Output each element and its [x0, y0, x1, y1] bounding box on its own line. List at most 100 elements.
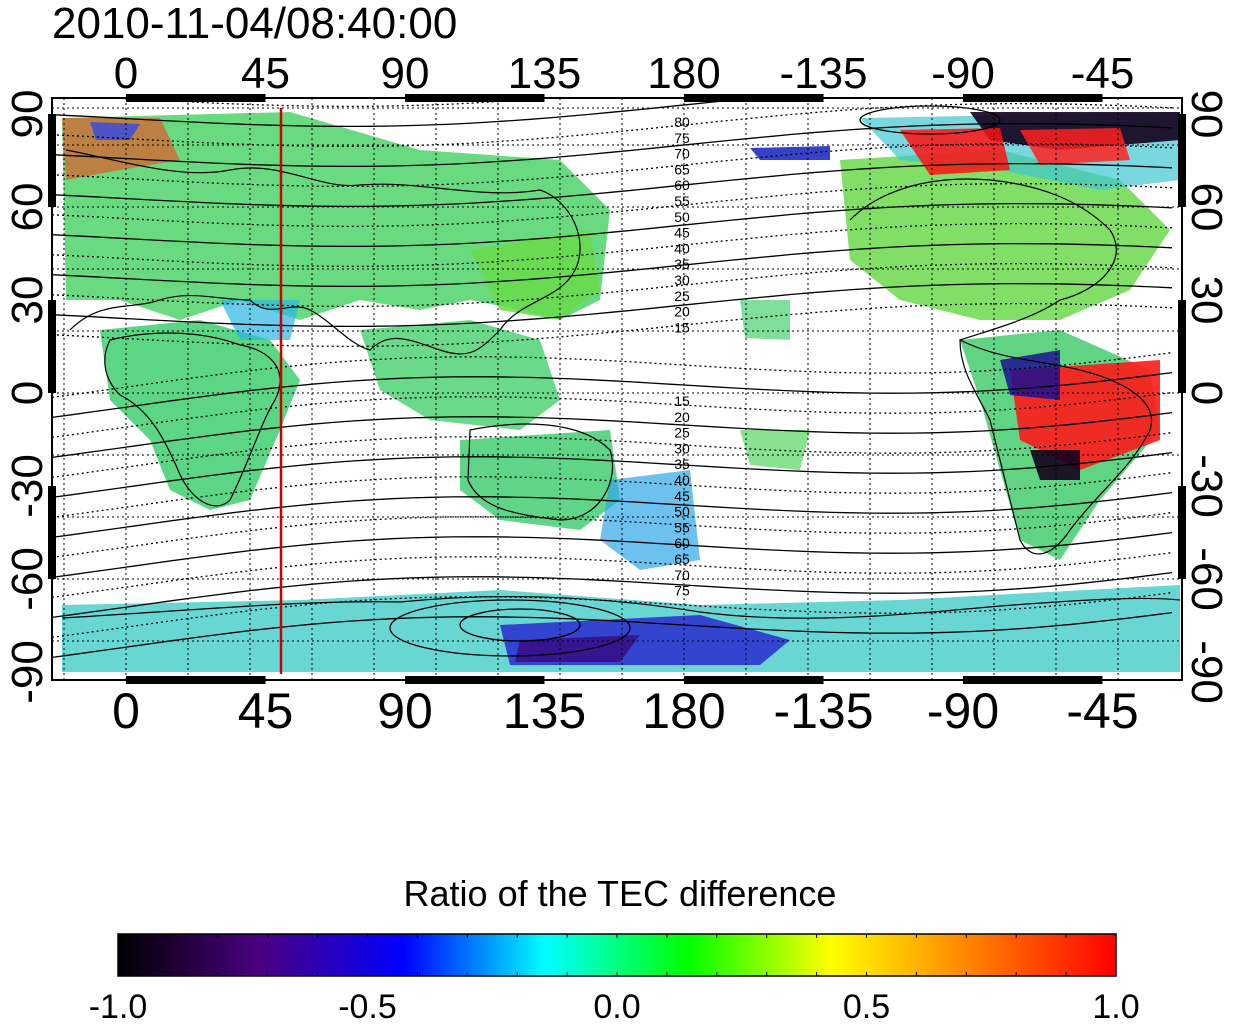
contour-line [52, 351, 1173, 399]
top-lon-label: -45 [1071, 49, 1135, 98]
contour-line [52, 531, 1173, 579]
bottom-lon-label: 90 [377, 683, 433, 739]
colorbar-tick-label: -0.5 [338, 988, 397, 1024]
contour-label: 15 [674, 319, 690, 335]
left-lat-label: 30 [3, 276, 52, 325]
frame-ticks [48, 94, 1186, 684]
frame-bar [405, 94, 545, 102]
coastlines [61, 149, 1181, 619]
right-lat-label: -90 [1182, 640, 1231, 704]
bottom-lon-label: 180 [642, 683, 725, 739]
contour-label: 75 [674, 130, 690, 146]
contour-line [52, 122, 1173, 168]
contour-ring [389, 599, 631, 657]
contour-line [52, 491, 1173, 539]
contour-line [52, 391, 1173, 439]
contour-label: 75 [674, 583, 690, 599]
top-lon-label: -135 [779, 49, 867, 98]
frame-bar [126, 94, 266, 102]
contour-label: 65 [674, 551, 690, 567]
contour-label: 50 [674, 504, 690, 520]
frame-bar [684, 94, 824, 102]
top-lon-label: 90 [381, 49, 430, 98]
bottom-lon-label: 45 [238, 683, 294, 739]
contour-line [52, 431, 1173, 479]
right-lat-label: 90 [1182, 90, 1231, 139]
frame-bar [1178, 300, 1186, 393]
bottom-lon-label: -45 [1066, 683, 1138, 739]
contour-label: 65 [674, 161, 690, 177]
grid-lines [52, 98, 1182, 680]
contour-label: 35 [674, 456, 690, 472]
top-lon-label: 180 [647, 49, 720, 98]
contour-label: 55 [674, 519, 690, 535]
colorbar-tick-label: -1.0 [89, 988, 148, 1024]
contour-line [52, 242, 1173, 288]
top-longitude-labels: 0 45 90 135 180 -135 -90 -45 [114, 49, 1135, 98]
right-lat-label: 30 [1182, 276, 1231, 325]
right-lat-label: -60 [1182, 547, 1231, 611]
colorbar-gradient [117, 933, 1117, 977]
contour-label: 55 [674, 193, 690, 209]
contour-line [52, 182, 1173, 228]
contour-label: 60 [674, 535, 690, 551]
frame-bar [48, 300, 56, 393]
contour-label: 45 [674, 488, 690, 504]
contour-label: 40 [674, 472, 690, 488]
contour-label: 20 [674, 304, 690, 320]
plot-title: 2010-11-04/08:40:00 [52, 0, 458, 48]
colorbar-tick-label: 1.0 [1092, 988, 1139, 1024]
contour-line [52, 611, 1173, 659]
contour-label: 35 [674, 256, 690, 272]
contour-line [52, 142, 1173, 188]
bottom-longitude-labels: 0 45 90 135 180 -135 -90 -45 [112, 683, 1139, 739]
right-lat-label: 60 [1182, 183, 1231, 232]
contour-line [52, 282, 1173, 328]
right-lat-label: -30 [1182, 454, 1231, 518]
left-latitude-labels: 90 60 30 0 -30 -60 -90 [3, 90, 52, 704]
left-lat-label: -60 [3, 547, 52, 611]
contour-label: 80 [674, 114, 690, 130]
contour-ring [859, 105, 1001, 135]
top-lon-label: 45 [241, 49, 290, 98]
contour-line [52, 302, 1173, 348]
frame-bar [963, 94, 1103, 102]
contour-label: 20 [674, 409, 690, 425]
frame-bar [126, 676, 266, 684]
frame-bar [48, 486, 56, 579]
contour-label: 60 [674, 177, 690, 193]
colorbar: -1.0 -0.5 0.0 0.5 1.0 [89, 933, 1140, 1024]
contour-ring [459, 608, 581, 642]
bottom-lon-label: -90 [927, 683, 999, 739]
contour-line [52, 411, 1173, 459]
contour-line [52, 162, 1173, 208]
colorbar-title: Ratio of the TEC difference [403, 873, 837, 914]
contour-label: 40 [674, 240, 690, 256]
contour-line [52, 451, 1173, 499]
bottom-lon-label: 135 [503, 683, 586, 739]
bottom-lon-label: 0 [112, 683, 140, 739]
left-lat-label: 60 [3, 183, 52, 232]
left-lat-label: -90 [3, 640, 52, 704]
colorbar-tick-labels: -1.0 -0.5 0.0 0.5 1.0 [89, 988, 1140, 1024]
top-lon-label: 0 [114, 49, 138, 98]
contour-line [52, 551, 1173, 599]
left-lat-label: -30 [3, 454, 52, 518]
contour-label: 25 [674, 288, 690, 304]
frame-bar [1178, 486, 1186, 579]
colorbar-tick-label: 0.0 [593, 988, 640, 1024]
contour-line [52, 202, 1173, 248]
tec-map: 8075706560555045403530252015152025303540… [3, 49, 1231, 739]
contour-line [52, 102, 1173, 148]
frame-bar [1178, 114, 1186, 207]
contour-line [52, 222, 1173, 268]
contour-label: 70 [674, 146, 690, 162]
contour-label: 50 [674, 209, 690, 225]
contour-line [52, 571, 1173, 619]
contour-label: 30 [674, 440, 690, 456]
frame-bar [48, 114, 56, 207]
contour-line [52, 262, 1173, 308]
contour-line [52, 471, 1173, 519]
left-lat-label: 90 [3, 90, 52, 139]
contour-line [52, 371, 1173, 419]
